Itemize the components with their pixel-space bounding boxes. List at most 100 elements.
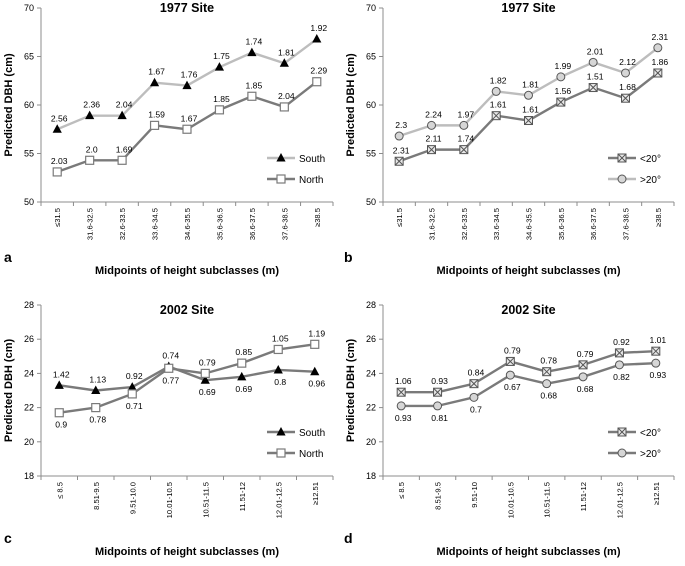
data-label: 2.03 [51, 156, 68, 166]
chart-title: 2002 Site [160, 303, 214, 317]
data-point [394, 156, 404, 166]
data-label: 2.04 [278, 91, 295, 101]
x-tick-label: ≤31.5 [395, 208, 404, 227]
y-tick-label: 55 [24, 149, 34, 159]
x-axis-title: Midpoints of height subclasses (m) [95, 546, 279, 558]
legend-item-South: South [267, 427, 325, 439]
y-tick-label: 70 [366, 3, 376, 13]
data-label: 0.68 [540, 391, 557, 401]
data-point-cross-b [394, 156, 404, 166]
data-label: 0.84 [468, 368, 485, 378]
panel-letter: c [4, 530, 12, 546]
data-point [200, 375, 210, 384]
legend-label: >20° [640, 449, 661, 460]
data-point [542, 367, 552, 377]
data-label: 2.56 [51, 113, 68, 123]
data-point-cross-b [469, 379, 479, 389]
y-tick-label: 22 [24, 403, 34, 413]
x-axis-title: Midpoints of height subclasses (m) [437, 546, 621, 558]
legend-item-North: North [267, 448, 323, 460]
x-tick-label: 8.51-9.5 [92, 482, 101, 510]
x-tick-label: 36.6-37.5 [589, 208, 598, 240]
data-point [312, 77, 322, 87]
data-point [396, 387, 406, 397]
legend-item-<20°: <20° [608, 153, 661, 165]
x-tick-label: ≤31.5 [53, 208, 62, 227]
data-label: 1.42 [53, 369, 70, 379]
y-tick-label: 50 [366, 197, 376, 207]
data-point [164, 363, 174, 373]
data-label: 1.19 [308, 328, 325, 338]
chart-title: 1977 Site [160, 1, 214, 15]
legend-marker [276, 153, 286, 162]
y-tick-label: 28 [24, 300, 34, 310]
data-label: 1.97 [457, 109, 474, 119]
data-label: 1.82 [490, 75, 507, 85]
x-tick-label: 10.51-11.5 [201, 482, 210, 518]
data-label: 0.77 [162, 375, 179, 385]
legend-label: North [299, 449, 323, 460]
data-point [279, 58, 289, 67]
y-axis-title: Predicted DBH (cm) [3, 339, 15, 443]
data-label: 1.61 [490, 100, 507, 110]
panel-letter: d [344, 530, 353, 546]
data-point [182, 124, 192, 134]
data-label: 2.29 [310, 66, 327, 76]
data-label: 2.31 [651, 32, 668, 42]
data-label: 2.31 [393, 145, 410, 155]
data-point [85, 110, 95, 120]
data-label: 1.59 [148, 109, 165, 119]
series->20°: 2.3 2.24 1.97 1.82 1.81 1.99 2.01 2.12 2.31 [394, 32, 668, 141]
x-tick-label: 12.01-12.5 [274, 482, 283, 518]
data-point [542, 379, 552, 389]
data-point-cross-b [396, 387, 406, 397]
x-tick-label: 10.01-10.5 [165, 482, 174, 518]
data-label: 0.79 [577, 349, 594, 359]
panel-a: 1977 Site 50 55 60 65 70 ≤31.5 31.6-32.5 32.6-33… [3, 1, 334, 277]
x-tick-label: 34.6-35.5 [525, 208, 534, 240]
data-point [117, 155, 127, 165]
x-tick-label: 34.6-35.5 [183, 208, 192, 240]
y-tick-label: 20 [24, 437, 34, 447]
data-point [505, 370, 515, 380]
data-point-cross-b [459, 145, 469, 154]
x-tick-label: 37.6-38.5 [622, 208, 631, 240]
legend-marker [276, 448, 286, 458]
y-tick-label: 24 [366, 368, 376, 378]
data-point [85, 155, 95, 165]
data-label: 1.69 [116, 144, 133, 154]
data-label: 2.24 [425, 109, 442, 119]
data-point [312, 34, 322, 43]
data-point [117, 110, 127, 120]
data-point [91, 385, 101, 394]
data-label: 2.11 [425, 134, 441, 144]
data-point [52, 167, 62, 177]
y-tick-label: 18 [24, 471, 34, 481]
y-tick-label: 26 [24, 334, 34, 344]
x-tick-label: 9.51-10 [470, 482, 479, 508]
panel-letter: b [344, 249, 353, 265]
data-point [279, 102, 289, 112]
data-point-cross-b [578, 360, 588, 370]
data-point-cross-b [427, 145, 436, 154]
data-point [182, 80, 192, 90]
series-<20°: 2.31 2.11 1.74 1.61 1.61 1.56 1.51 1.68 1.86 [393, 57, 668, 166]
data-point [524, 90, 533, 100]
chart-title: 2002 Site [501, 303, 555, 317]
data-point [556, 72, 566, 82]
data-point-cross-b [615, 348, 624, 358]
data-label: 0.67 [504, 382, 521, 392]
y-tick-label: 20 [366, 437, 376, 447]
data-point-cross-b [653, 68, 663, 78]
data-label: 0.82 [613, 372, 630, 382]
legend-marker [617, 448, 627, 458]
data-label: 0.79 [199, 357, 216, 367]
x-tick-label: 33.6-34.5 [151, 208, 160, 240]
data-point [459, 145, 469, 155]
data-label: 1.67 [148, 67, 165, 77]
x-tick-label: 35.6-36.5 [215, 208, 224, 240]
legend-marker [617, 153, 627, 163]
legend-marker [617, 174, 627, 184]
series-line [59, 343, 315, 414]
